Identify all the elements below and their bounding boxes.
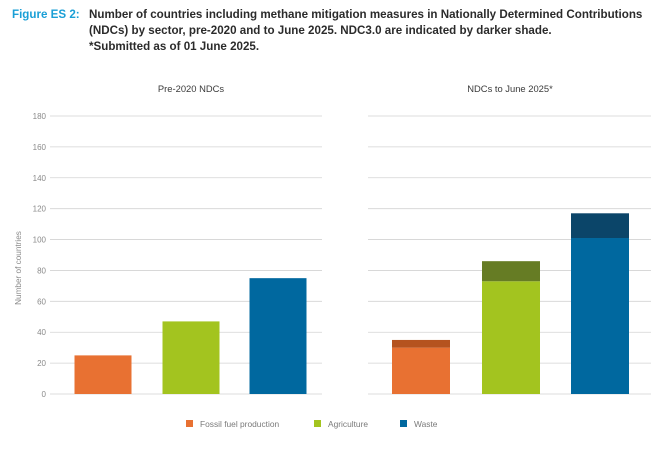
figure-title-line: (NDCs) by sector, pre-2020 and to June 2… [89,24,552,37]
y-axis-label: Number of countries [14,231,23,305]
legend-swatch [400,420,407,427]
y-tick-labels: 0 20 40 60 80 100 120 140 160 180 [33,112,47,399]
y-tick-label: 120 [33,205,47,214]
legend-label: Waste [414,419,438,429]
legend: Fossil fuel production Agriculture Waste [186,419,438,429]
panel-title-pre-2020: Pre-2020 NDCs [158,83,224,94]
y-tick-label: 100 [33,236,47,245]
bar-pre-2020-agriculture [162,321,220,394]
y-tick-label: 20 [37,359,46,368]
bar-to-june-2025-fossil-fuel-production-ndc3 [392,339,450,348]
figure-title-line: *Submitted as of 01 June 2025. [89,40,260,53]
legend-label: Fossil fuel production [200,419,279,429]
bar-to-june-2025-waste-ndc3 [571,213,629,239]
legend-swatch [314,420,321,427]
bar-to-june-2025-agriculture [482,281,540,394]
y-tick-label: 160 [33,143,47,152]
panel-title-to-june-2025: NDCs to June 2025* [467,83,553,94]
figure-label: Figure ES 2: [12,8,80,21]
y-tick-label: 140 [33,174,47,183]
y-tick-label: 80 [37,266,46,275]
legend-label: Agriculture [328,419,368,429]
bar-pre-2020-fossil-fuel-production [74,355,132,394]
bars-pre-2020 [74,278,307,394]
y-tick-label: 60 [37,297,46,306]
y-tick-label: 180 [33,112,47,121]
figure-title: Number of countries including methane mi… [89,7,659,55]
bars-to-june-2025 [392,213,629,394]
bar-to-june-2025-waste [571,238,629,394]
grid-left [50,115,322,395]
figure-title-line: Number of countries including methane mi… [89,8,643,21]
y-tick-label: 40 [37,328,46,337]
bar-to-june-2025-agriculture-ndc3 [482,261,540,282]
bar-to-june-2025-fossil-fuel-production [392,347,450,394]
legend-swatch [186,420,193,427]
bar-pre-2020-waste [249,278,307,394]
y-tick-label: 0 [42,390,47,399]
